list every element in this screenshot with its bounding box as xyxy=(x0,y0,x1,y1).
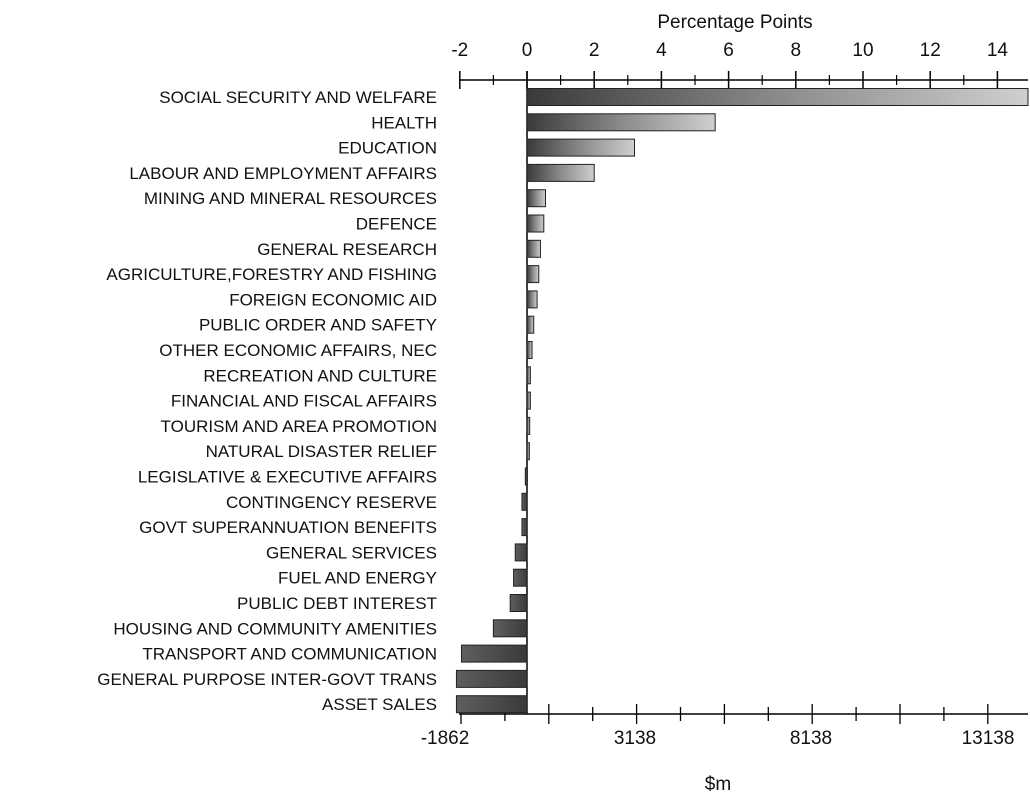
category-label: FOREIGN ECONOMIC AID xyxy=(229,290,437,309)
top-axis-tick-label: 6 xyxy=(723,40,734,61)
bar xyxy=(492,619,528,638)
category-label: GENERAL RESEARCH xyxy=(257,240,437,259)
category-label: GENERAL PURPOSE INTER-GOVT TRANS xyxy=(97,670,437,689)
category-label: NATURAL DISASTER RELIEF xyxy=(206,442,437,461)
bars xyxy=(455,88,1029,714)
bottom-axis-title: $m xyxy=(705,774,731,795)
bar xyxy=(526,366,531,385)
bar xyxy=(526,391,531,410)
category-label: TRANSPORT AND COMMUNICATION xyxy=(142,645,437,664)
category-label: DEFENCE xyxy=(356,215,437,234)
bar xyxy=(526,290,538,309)
category-label: LEGISLATIVE & EXECUTIVE AFFAIRS xyxy=(138,468,437,487)
top-axis-tick-label: 4 xyxy=(656,40,667,61)
top-axis-title: Percentage Points xyxy=(657,12,812,33)
bottom-axis-tick-label: 8138 xyxy=(790,728,832,749)
category-label: PUBLIC DEBT INTEREST xyxy=(237,594,437,613)
bar xyxy=(455,669,528,688)
category-label: RECREATION AND CULTURE xyxy=(203,366,437,385)
top-axis-tick-label: 12 xyxy=(920,40,941,61)
bottom-axis-tick-label: -1862 xyxy=(421,728,470,749)
bar xyxy=(526,214,545,233)
bar xyxy=(526,113,716,132)
category-label: FUEL AND ENERGY xyxy=(278,569,437,588)
bar xyxy=(455,695,528,714)
bar xyxy=(513,568,528,587)
bar xyxy=(526,239,541,258)
top-axis-tick-label: 14 xyxy=(987,40,1009,61)
category-label: HOUSING AND COMMUNITY AMENITIES xyxy=(113,619,437,638)
bar xyxy=(526,442,530,461)
category-labels: SOCIAL SECURITY AND WELFARE HEALTH EDUCATI… xyxy=(97,88,437,714)
bar xyxy=(526,315,535,334)
axes: -2 0 2 4 6 8 10 12 14 -1862 3138 8138 13138 xyxy=(421,40,1028,749)
category-label: HEALTH xyxy=(371,113,437,132)
bar xyxy=(460,644,528,663)
category-label: FINANCIAL AND FISCAL AFFAIRS xyxy=(171,392,437,411)
category-label: ASSET SALES xyxy=(322,695,437,714)
bar xyxy=(521,518,528,537)
bar xyxy=(514,543,528,562)
category-label: PUBLIC ORDER AND SAFETY xyxy=(199,316,437,335)
bar xyxy=(526,341,533,359)
category-label: LABOUR AND EMPLOYMENT AFFAIRS xyxy=(129,164,437,183)
top-axis-tick-label: -2 xyxy=(451,40,468,61)
top-axis-tick-label: 0 xyxy=(522,40,533,61)
category-label: SOCIAL SECURITY AND WELFARE xyxy=(159,88,437,107)
bar xyxy=(526,163,595,182)
bottom-axis-tick-label: 13138 xyxy=(962,728,1015,749)
category-label: AGRICULTURE,FORESTRY AND FISHING xyxy=(106,265,437,284)
bar xyxy=(526,189,546,208)
category-label: TOURISM AND AREA PROMOTION xyxy=(161,417,437,436)
bar xyxy=(526,416,531,435)
bar xyxy=(526,88,1029,106)
category-label: EDUCATION xyxy=(338,139,437,158)
top-axis-tick-label: 8 xyxy=(791,40,802,61)
category-label: CONTINGENCY RESERVE xyxy=(226,493,437,512)
category-label: GENERAL SERVICES xyxy=(266,543,437,562)
category-label: OTHER ECONOMIC AFFAIRS, NEC xyxy=(159,341,437,360)
bar xyxy=(509,594,528,612)
top-axis-tick-label: 10 xyxy=(852,40,873,61)
bar xyxy=(524,467,528,486)
bar xyxy=(526,265,540,284)
category-label: GOVT SUPERANNUATION BENEFITS xyxy=(139,518,437,537)
category-label: MINING AND MINERAL RESOURCES xyxy=(144,189,437,208)
bottom-axis-tick-label: 3138 xyxy=(614,728,656,749)
bar xyxy=(526,138,636,157)
bar xyxy=(521,492,528,511)
top-axis-tick-label: 2 xyxy=(589,40,600,61)
